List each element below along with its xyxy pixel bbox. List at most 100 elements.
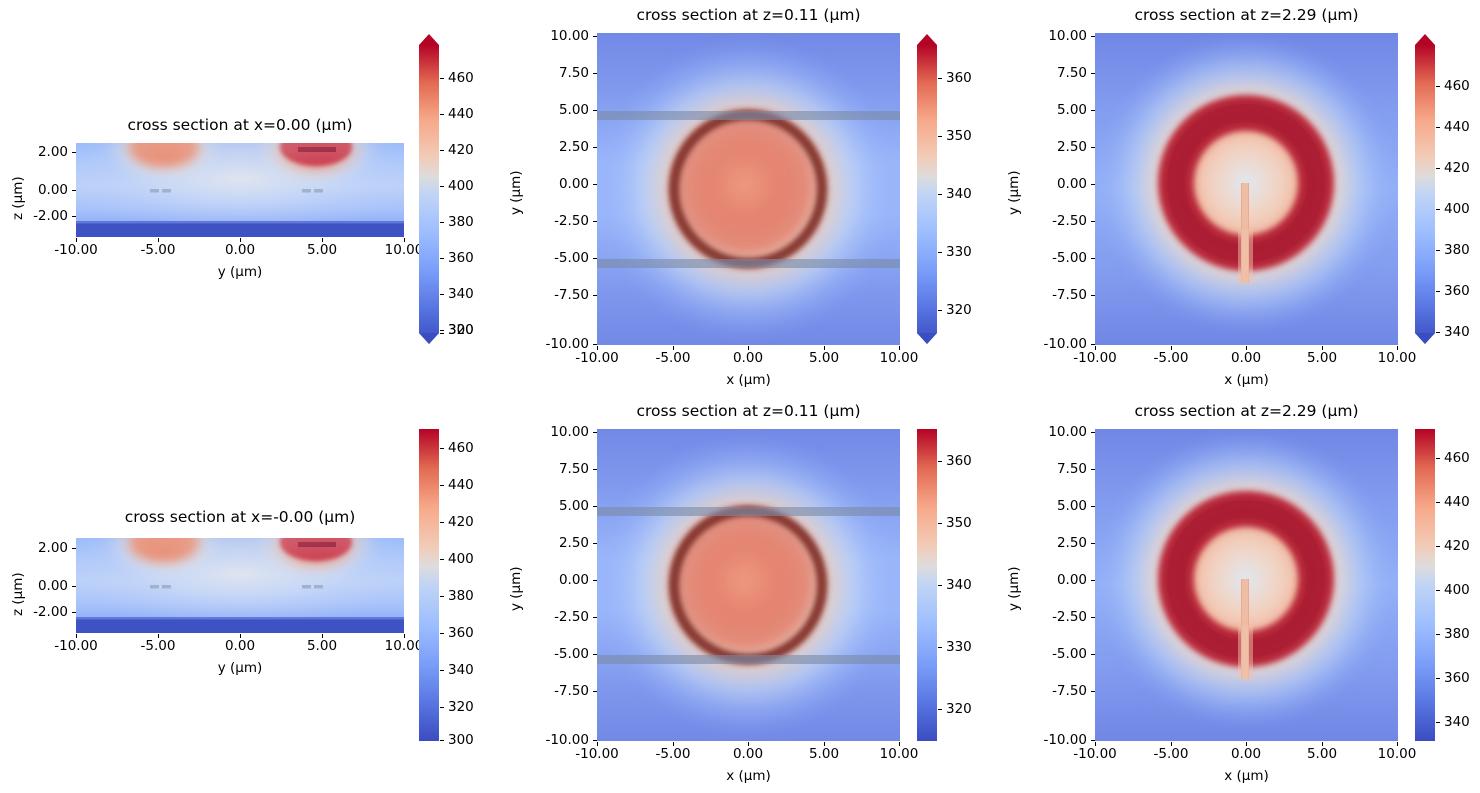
panel-r1c1-ytickmark-5 <box>593 617 597 618</box>
panel-r0c2-ytickmark-1 <box>1091 73 1095 74</box>
panel-r1c2-xtick-4: 10.00 <box>1377 746 1417 762</box>
panel-r1c2-cbar-tickmark-4 <box>1436 546 1440 547</box>
panel-r1c2-cbar-tick-2: 380 <box>1444 626 1470 642</box>
panel-r0c0-xtick-3: 5.00 <box>306 242 338 258</box>
panel-r1c2-xtickmark-3 <box>1322 742 1323 746</box>
panel-r1c0-cbar-tick-1: 320 <box>448 699 474 715</box>
panel-r1c0-xtickmark-1 <box>158 634 159 638</box>
panel-r1c2-ytick-0: 10.00 <box>1048 424 1087 440</box>
panel-r0c0-cbar-tickmark-4 <box>440 222 444 223</box>
panel-r1c1-xtick-1: -5.00 <box>655 746 691 762</box>
panel-r0c0-cbar-tickmark-3 <box>440 258 444 259</box>
panel-r0c2-ytick-2: 5.00 <box>1056 102 1087 118</box>
panel-r0c1-ytickmark-5 <box>593 221 597 222</box>
panel-r1c2-axes[interactable] <box>1095 429 1398 741</box>
panel-r0c2-cbar-tickmark-4 <box>1436 168 1440 169</box>
panel-r1c1-ytick-8: -10.00 <box>545 732 589 748</box>
panel-r0c2-ylabel: y (µm) <box>1006 170 1022 215</box>
panel-r0c0-ytick-2: -2.00 <box>33 208 68 224</box>
panel-r1c2-xtickmark-0 <box>1095 742 1096 746</box>
panel-r0c1-cbar-tickmark-2 <box>938 194 942 195</box>
panel-r1c1-ytick-6: -5.00 <box>554 646 589 662</box>
panel-r0c1-xtickmark-2 <box>748 346 749 350</box>
panel-r1c2-ytickmark-5 <box>1091 617 1095 618</box>
panel-r0c1-axes[interactable] <box>597 33 900 345</box>
panel-r1c0-ytickmark-1 <box>72 586 76 587</box>
panel-r0c2-xtick-0: -10.00 <box>1073 350 1117 366</box>
panel-r1c2-ytickmark-1 <box>1091 469 1095 470</box>
panel-r1c1-ytick-5: -2.50 <box>554 609 589 625</box>
panel-r0c2-colorbar[interactable]: 460 440 420 400 380 360 340 <box>1414 33 1470 349</box>
panel-r1c1-cbar-tick-0: 320 <box>946 701 972 717</box>
panel-r1c0-cbar-tick-3: 360 <box>448 625 474 641</box>
panel-r0c1-colorbar[interactable]: 360 350 340 330 320 <box>916 33 972 349</box>
panel-r1c2-cbar-tickmark-3 <box>1436 590 1440 591</box>
panel-r0c2-ytickmark-8 <box>1091 344 1095 345</box>
panel-r1c0-axes[interactable] <box>76 538 404 633</box>
panel-r0c2-xtickmark-4 <box>1397 346 1398 350</box>
panel-r0c0-colorbar[interactable]: 460 440 420 400 380 360 340 320 300 <box>418 33 474 349</box>
panel-r0c0-xtick-4: 10.00 <box>384 242 424 258</box>
panel-r1c1-ytick-4: 0.00 <box>558 572 589 588</box>
panel-r0c0-xlabel: y (µm) <box>217 264 263 280</box>
panel-r1c0-cbar-tick-8: 460 <box>448 440 474 456</box>
panel-r0c2-cbar-tick-6: 460 <box>1444 78 1470 94</box>
panel-r0c0-cbar-tick-4: 380 <box>448 214 474 230</box>
panel-r1c1-cbar-tick-2: 340 <box>946 577 972 593</box>
panel-r1c2-xtick-0: -10.00 <box>1073 746 1117 762</box>
panel-r0c1-ytick-6: -5.00 <box>554 250 589 266</box>
panel-r0c2-cbar-tickmark-1 <box>1436 291 1440 292</box>
panel-r1c1-xtick-3: 5.00 <box>808 746 840 762</box>
panel-r0c0-xtickmark-4 <box>404 238 405 242</box>
panel-r1c0-xtick-2: 0.00 <box>224 638 256 654</box>
panel-r1c0-heatmap <box>76 538 404 633</box>
panel-r0c2-cbar-tickmark-2 <box>1436 250 1440 251</box>
panel-r1c2-xtick-3: 5.00 <box>1306 746 1338 762</box>
panel-r0c1-cbar-tickmark-3 <box>938 136 942 137</box>
panel-r1c1-xlabel: x (µm) <box>726 768 771 784</box>
panel-r1c0-cbar-tick-6: 420 <box>448 514 474 530</box>
panel-r0c1-ytick-5: -2.50 <box>554 213 589 229</box>
panel-r1c1-xtickmark-4 <box>899 742 900 746</box>
panel-r0c2-ytick-0: 10.00 <box>1048 28 1087 44</box>
panel-r1c1-colorbar-gradient <box>917 429 937 741</box>
panel-r1c2-colorbar[interactable]: 460 440 420 400 380 360 340 <box>1414 429 1470 745</box>
panel-r1c1-colorbar[interactable]: 360 350 340 330 320 <box>916 429 972 745</box>
panel-r0c0-cbar-tick-1: 320 <box>448 322 474 338</box>
panel-r1c0-cbar-tickmark-4 <box>440 596 444 597</box>
panel-r1c1-xtickmark-3 <box>824 742 825 746</box>
panel-r0c0-cbar-tickmark-2 <box>440 294 444 295</box>
panel-r1c0-colorbar[interactable]: 460 440 420 400 380 360 340 320 300 <box>418 429 474 747</box>
panel-r0c0-cbar-tickmark-7 <box>440 114 444 115</box>
panel-r1c2-ytick-7: -7.50 <box>1052 683 1087 699</box>
panel-r0c0-cbar-tick-3: 360 <box>448 250 474 266</box>
panel-r0c0-cbar-tick-7: 440 <box>448 106 474 122</box>
panel-r0c2-cbar-tickmark-3 <box>1436 209 1440 210</box>
panel-r1c1-ylabel: y (µm) <box>508 566 524 611</box>
panel-r1c0-xtickmark-0 <box>76 634 77 638</box>
panel-r0c0-xtickmark-0 <box>76 238 77 242</box>
panel-r0c2-ytickmark-5 <box>1091 221 1095 222</box>
panel-r0c0-axes[interactable] <box>76 143 404 237</box>
panel-r1c1-ytick-2: 5.00 <box>558 498 589 514</box>
panel-r0c2-ytickmark-4 <box>1091 184 1095 185</box>
panel-r1c1-ytickmark-6 <box>593 654 597 655</box>
panel-r1c1-xtickmark-0 <box>597 742 598 746</box>
panel-r1c2-cbar-tick-3: 400 <box>1444 582 1470 598</box>
panel-r0c1-ytickmark-6 <box>593 258 597 259</box>
panel-r0c2-cbar-tick-4: 420 <box>1444 160 1470 176</box>
panel-r0c2-axes[interactable] <box>1095 33 1398 345</box>
panel-r0c1-ytickmark-2 <box>593 110 597 111</box>
panel-r0c1-ytick-0: 10.00 <box>550 28 589 44</box>
panel-r0c1-ylabel: y (µm) <box>508 170 524 215</box>
panel-r1c2-cbar-tick-5: 440 <box>1444 494 1470 510</box>
panel-r1c0-cbar-tickmark-6 <box>440 522 444 523</box>
panel-r1c1-axes[interactable] <box>597 429 900 741</box>
panel-r1c0-title: cross section at x=-0.00 (µm) <box>124 508 356 526</box>
panel-r0c2-xtickmark-3 <box>1322 346 1323 350</box>
panel-r1c0-ytick-0: 2.00 <box>37 540 68 556</box>
panel-r1c0-cbar-tickmark-8 <box>440 448 444 449</box>
panel-r0c0-cbar-tickmark-0 <box>440 333 444 334</box>
panel-r1c2-ytick-1: 7.50 <box>1056 461 1087 477</box>
panel-r0c0-ytick-1: 0.00 <box>37 182 68 198</box>
